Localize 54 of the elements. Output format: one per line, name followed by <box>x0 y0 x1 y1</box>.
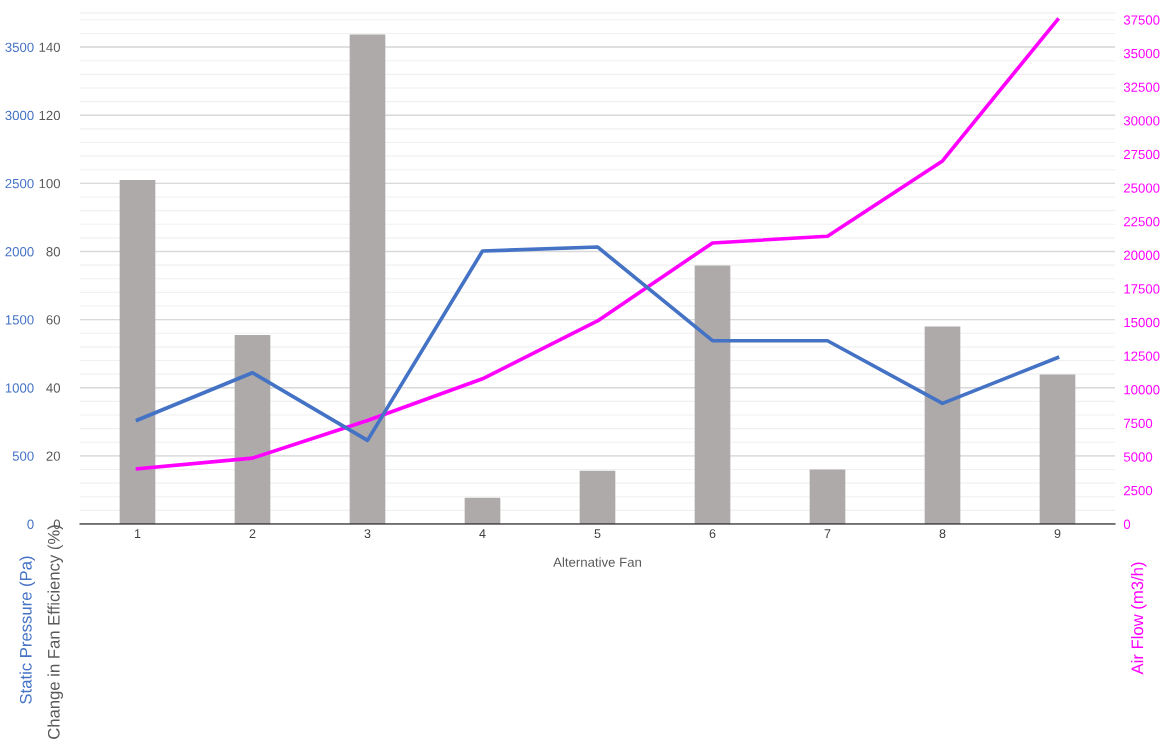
y2-tick-label: 17500 <box>1124 284 1160 294</box>
bar <box>1039 374 1076 524</box>
bar <box>924 326 961 524</box>
x-tick-label: 3 <box>364 529 371 539</box>
x-tick-label: 2 <box>249 529 256 538</box>
y2-tick-label: 10000 <box>1124 385 1160 395</box>
line-series <box>135 17 1060 471</box>
x-tick-label: 8 <box>939 529 946 539</box>
y2-axis-title: Air Flow (m3/h) <box>1131 562 1147 675</box>
y2-tick-label: 37500 <box>1123 15 1160 25</box>
y2-tick-label: 25000 <box>1124 183 1160 193</box>
x-tick-label: 4 <box>479 529 486 538</box>
y3-axis-title: Static Pressure (Pa) <box>19 556 35 704</box>
y-tick-label: 20 <box>46 451 61 461</box>
y3-tick-label: 1500 <box>5 315 34 325</box>
y3-tick-label: 3000 <box>5 110 34 121</box>
bar <box>579 470 616 524</box>
y2-tick-label: 35000 <box>1123 48 1160 59</box>
y2-tick-label: 5000 <box>1123 452 1153 462</box>
y2-tick-label: 0 <box>1123 519 1131 529</box>
bar <box>119 179 156 524</box>
bar <box>464 497 501 524</box>
y2-tick-label: 32500 <box>1123 82 1160 92</box>
y-tick-label: 140 <box>39 42 61 52</box>
y-tick-label: 60 <box>46 315 61 325</box>
bar <box>349 34 386 524</box>
x-axis-title: Alternative Fan <box>553 557 642 567</box>
y3-tick-label: 2000 <box>5 247 34 257</box>
x-tick-label: 5 <box>594 529 601 539</box>
y2-tick-label: 7500 <box>1124 418 1153 429</box>
y2-tick-label: 27500 <box>1124 149 1160 160</box>
y3-tick-label: 0 <box>27 519 34 529</box>
y-tick-label: 80 <box>46 247 61 257</box>
y2-tick-label: 30000 <box>1123 116 1160 126</box>
bar <box>234 334 271 524</box>
y-tick-label: 120 <box>39 110 61 121</box>
y2-tick-label: 15000 <box>1124 317 1160 328</box>
y2-tick-label: 2500 <box>1124 485 1153 496</box>
y2-tick-label: 20000 <box>1124 250 1160 260</box>
y-tick-label: 100 <box>39 178 61 189</box>
y3-tick-label: 2500 <box>5 178 34 189</box>
line-series <box>135 245 1060 443</box>
y3-tick-label: 1000 <box>5 383 34 393</box>
y2-tick-label: 22500 <box>1124 217 1160 227</box>
x-tick-label: 9 <box>1054 529 1061 539</box>
bar <box>809 469 846 524</box>
bar <box>694 265 731 524</box>
x-tick-label: 6 <box>709 529 716 539</box>
x-tick-label: 1 <box>134 529 141 538</box>
x-tick-label: 7 <box>824 529 831 538</box>
y3-tick-label: 500 <box>12 451 34 461</box>
y2-tick-label: 12500 <box>1124 351 1160 361</box>
y3-tick-label: 3500 <box>5 42 34 52</box>
y-tick-label: 40 <box>46 383 61 393</box>
